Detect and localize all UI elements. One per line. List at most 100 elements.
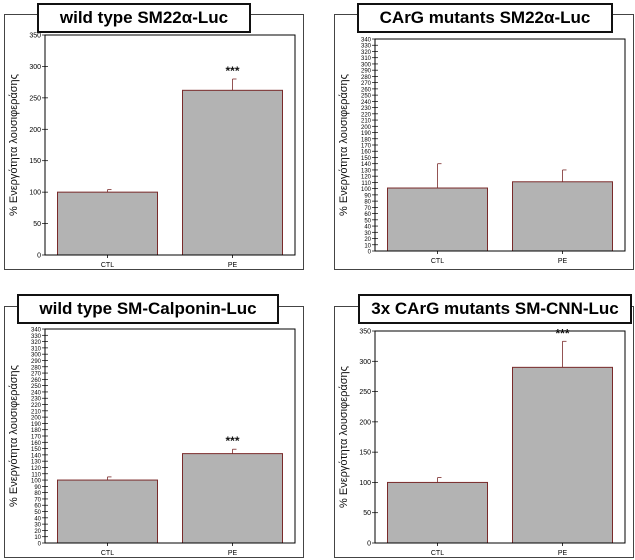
y-tick-label: 30 [34, 523, 41, 529]
y-tick-label: 250 [359, 389, 371, 396]
y-tick-label: 330 [361, 44, 372, 50]
y-tick-label: 300 [29, 64, 41, 71]
y-tick-label: 300 [359, 359, 371, 366]
significance-label: *** [555, 326, 569, 340]
y-tick-label: 80 [364, 200, 371, 206]
y-axis-label: % Ενεργότητα λουσιφεράσης [338, 366, 350, 508]
y-tick-label: 350 [359, 329, 371, 336]
y-tick-label: 10 [34, 535, 41, 541]
y-tick-label: 130 [361, 168, 372, 174]
chart-panel-1: CTL *** PE 0 50 100 150 200 250 300 350 % Ενεργότητ… [4, 14, 304, 270]
y-tick-label: 160 [361, 150, 372, 156]
y-tick-label: 150 [29, 158, 41, 165]
chart-4-svg: CTL *** PE 0 50 100 150 200 250 300 350 % Ενεργότητ… [338, 326, 626, 557]
x-tick-label: PE [558, 550, 568, 557]
y-tick-label: 300 [31, 353, 42, 359]
y-tick-label: 130 [31, 460, 42, 466]
y-tick-label: 340 [31, 328, 42, 334]
plot-frame [374, 330, 626, 544]
y-tick-label: 20 [364, 237, 371, 243]
y-tick-label: 250 [31, 384, 42, 390]
chart-2-svg: CTL PE01020304050607080901001101201301401… [338, 38, 626, 265]
y-tick-label: 290 [31, 359, 42, 365]
chart-panel-3: CTL *** PE 0 10 20 30 40 50 60 70 80 90 100 110 120 130 1… [4, 306, 304, 558]
y-tick-label: 90 [34, 485, 41, 491]
y-tick-label: 30 [364, 231, 371, 237]
chart-3-title: wild type SM-Calponin-Luc [17, 294, 279, 324]
chart-1-title: wild type SM22α-Luc [37, 3, 251, 33]
y-tick-label: 290 [361, 69, 372, 75]
bar-pe [182, 89, 283, 256]
y-tick-label: 140 [361, 162, 372, 168]
y-tick-label: 240 [31, 390, 42, 396]
chart-3-svg: CTL***PE01020304050607080901001101201301… [8, 328, 296, 557]
x-tick-label: CTL [431, 550, 444, 557]
y-tick-label: 120 [31, 466, 42, 472]
significance-label: *** [225, 64, 239, 78]
y-tick-label: 50 [364, 218, 371, 224]
y-tick-label: 300 [361, 62, 372, 68]
bar-ctl [387, 187, 488, 252]
chart-panel-2: CTL PE 0 10 20 30 40 50 60 70 80 90 100 110 120 130 140 1… [334, 14, 634, 270]
y-tick-label: 230 [31, 397, 42, 403]
y-tick-label: 70 [34, 497, 41, 503]
plot-frame [44, 34, 296, 256]
y-tick-label: 250 [29, 95, 41, 102]
y-tick-label: 100 [31, 479, 42, 485]
y-tick-label: 270 [31, 372, 42, 378]
y-tick-label: 200 [31, 416, 42, 422]
y-tick-label: 320 [31, 340, 42, 346]
y-tick-label: 110 [361, 181, 371, 187]
y-tick-label: 150 [359, 450, 371, 457]
y-tick-label: 270 [361, 81, 372, 87]
bar-ctl [387, 481, 488, 544]
y-tick-label: 150 [31, 447, 42, 453]
y-tick-label: 0 [38, 542, 42, 548]
y-tick-label: 60 [34, 504, 41, 510]
y-tick-label: 20 [34, 529, 41, 535]
y-tick-label: 350 [29, 33, 41, 40]
y-tick-label: 10 [364, 243, 371, 249]
y-tick-label: 50 [34, 510, 41, 516]
chart-panel-4: CTL *** PE 0 50 100 150 200 250 300 350 % Ενεργότητ… [334, 306, 634, 558]
y-tick-label: 90 [364, 193, 371, 199]
y-tick-label: 200 [359, 419, 371, 426]
y-tick-label: 220 [31, 403, 42, 409]
y-tick-label: 280 [361, 75, 372, 81]
y-tick-label: 0 [368, 250, 372, 256]
y-tick-label: 260 [31, 378, 42, 384]
y-tick-label: 330 [31, 334, 42, 340]
y-tick-label: 50 [363, 510, 371, 517]
x-tick-label: PE [228, 262, 238, 269]
y-tick-label: 250 [361, 94, 372, 100]
y-axis-label: % Ενεργότητα λουσιφεράσης [338, 74, 350, 216]
y-tick-label: 310 [361, 56, 372, 62]
significance-label: *** [225, 434, 239, 448]
bar-ctl [57, 191, 158, 256]
y-tick-label: 200 [361, 125, 372, 131]
y-tick-label: 80 [34, 491, 41, 497]
y-tick-label: 180 [361, 137, 372, 143]
y-tick-label: 100 [361, 187, 372, 193]
bar-pe [182, 453, 283, 544]
y-tick-label: 40 [364, 225, 371, 231]
x-tick-label: PE [228, 550, 238, 557]
x-tick-label: CTL [431, 258, 444, 265]
y-tick-label: 190 [31, 422, 42, 428]
x-tick-label: CTL [101, 262, 114, 269]
y-tick-label: 210 [361, 119, 372, 125]
bar-ctl [57, 479, 158, 544]
y-tick-label: 170 [361, 144, 372, 150]
y-tick-label: 260 [361, 87, 372, 93]
chart-4-title: 3x CArG mutants SM-CNN-Luc [358, 294, 632, 324]
y-tick-label: 50 [33, 221, 41, 228]
y-tick-label: 320 [361, 50, 372, 56]
y-tick-label: 240 [361, 100, 372, 106]
y-tick-label: 100 [29, 190, 41, 197]
y-tick-label: 170 [31, 435, 42, 441]
y-tick-label: 60 [364, 212, 371, 218]
y-tick-label: 70 [364, 206, 371, 212]
y-tick-label: 150 [361, 156, 372, 162]
y-tick-label: 160 [31, 441, 42, 447]
y-tick-label: 190 [361, 131, 372, 137]
